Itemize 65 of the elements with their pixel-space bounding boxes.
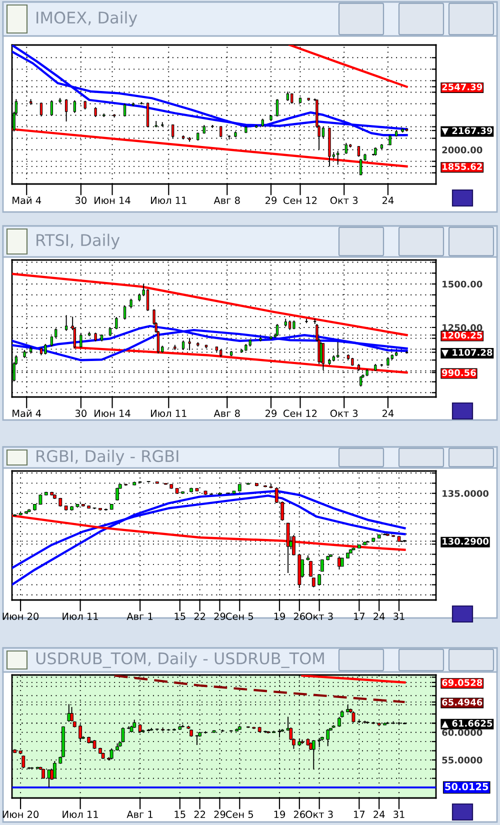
x-tick-label: 30 xyxy=(75,410,86,418)
x-tick-label: 26 xyxy=(294,612,305,620)
x-tick-label: Окт 3 xyxy=(330,196,358,204)
y-tick-label: 990.56 xyxy=(442,369,476,376)
x-tick-label: Окт 3 xyxy=(330,410,358,418)
y-tick-label: 1206.25 xyxy=(442,332,482,339)
x-tick-label: Июл 11 xyxy=(62,810,98,818)
x-tick-label: 15 xyxy=(174,810,186,818)
x-tick-label: Сен 5 xyxy=(226,810,254,818)
y-tick-label: 69.0528 xyxy=(442,679,482,686)
x-tick-label: 26 xyxy=(294,810,305,818)
y-tick-label: ▼ 1107.28 xyxy=(442,349,492,357)
x-tick-label: Авг 1 xyxy=(126,810,153,818)
x-tick-label: Июл 11 xyxy=(151,196,186,204)
x-tick-label: 17 xyxy=(354,810,365,818)
x-tick-label: 30 xyxy=(75,196,86,204)
x-tick-label: 19 xyxy=(274,612,285,620)
x-tick-label: Июн 20 xyxy=(2,810,39,818)
chart-title: RGBI, Daily - RGBI xyxy=(36,450,178,466)
x-tick-label: 24 xyxy=(382,196,394,204)
x-tick-label: 19 xyxy=(274,810,285,818)
x-tick-label: Июн 14 xyxy=(94,410,130,418)
x-tick-label: 29 xyxy=(214,810,226,818)
x-tick-label: 22 xyxy=(194,612,206,620)
chart-title: USDRUB_TOM, Daily - USDRUB_TOM xyxy=(36,652,324,668)
x-tick-label: Июл 11 xyxy=(151,410,186,418)
x-tick-label: Июл 11 xyxy=(62,612,98,620)
x-tick-label: 24 xyxy=(374,810,385,818)
x-tick-label: Май 4 xyxy=(12,410,42,418)
x-tick-label: 15 xyxy=(174,612,186,620)
chart-title: RTSI, Daily xyxy=(36,234,120,250)
y-tick-label: 135.0000 xyxy=(442,490,489,497)
x-tick-label: 22 xyxy=(194,810,206,818)
x-tick-label: 29 xyxy=(266,196,276,204)
y-tick-label: 1250.00 xyxy=(442,324,482,332)
x-tick-label: Авг 8 xyxy=(214,410,240,418)
x-tick-label: Май 4 xyxy=(12,196,42,204)
y-tick-label: 2547.39 xyxy=(442,83,482,90)
x-tick-label: Окт 3 xyxy=(306,612,333,620)
x-tick-label: 17 xyxy=(354,612,365,620)
x-tick-label: Авг 1 xyxy=(126,612,153,620)
y-tick-label: 55.0000 xyxy=(442,756,482,764)
ref-line-label: 50.0125 xyxy=(445,782,488,790)
x-tick-label: 31 xyxy=(394,612,404,620)
y-tick-label: 60.0000 xyxy=(442,729,482,736)
y-tick-label: 1855.62 xyxy=(442,163,482,170)
x-tick-label: Сен 5 xyxy=(226,612,254,620)
x-tick-label: Сен 12 xyxy=(283,410,317,418)
x-tick-label: Июн 20 xyxy=(2,612,39,620)
x-tick-label: 29 xyxy=(214,612,226,620)
y-tick-label: 65.4946 xyxy=(442,698,482,706)
chart-title: IMOEX, Daily xyxy=(36,11,138,27)
x-tick-label: Июн 14 xyxy=(94,196,130,204)
y-tick-label: ▲ 61.6625 xyxy=(442,720,492,728)
x-tick-label: 31 xyxy=(394,810,404,818)
x-tick-label: Авг 8 xyxy=(214,196,240,204)
y-tick-label: 1500.00 xyxy=(442,280,482,288)
x-tick-label: 29 xyxy=(266,410,276,418)
y-tick-label: 130.2900 xyxy=(442,538,489,545)
x-tick-label: 24 xyxy=(382,410,394,417)
y-tick-label: 2000.00 xyxy=(442,146,482,154)
x-tick-label: Окт 3 xyxy=(306,810,333,818)
x-tick-label: 24 xyxy=(374,612,385,620)
y-tick-label: ▼ 2167.39 xyxy=(442,127,492,136)
x-tick-label: Сен 12 xyxy=(283,196,317,204)
